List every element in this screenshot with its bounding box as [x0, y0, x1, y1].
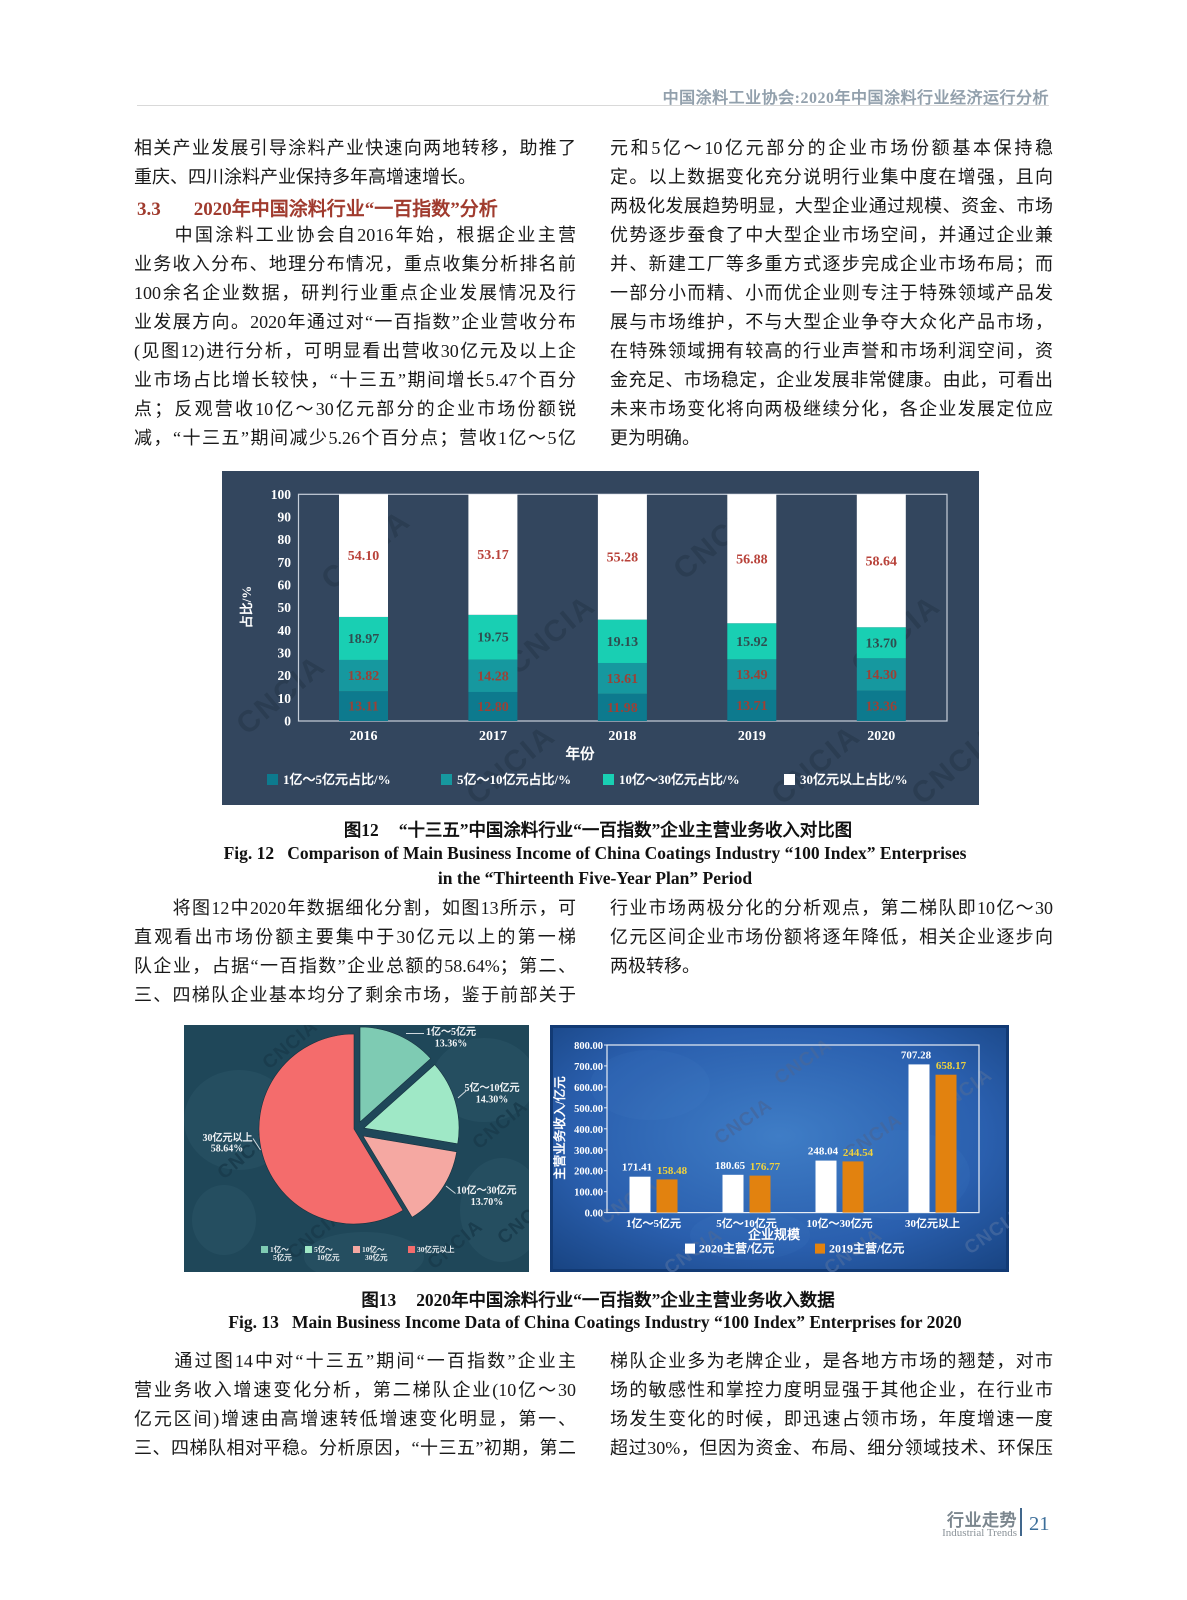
svg-text:2019主营/亿元: 2019主营/亿元 [829, 1241, 904, 1256]
svg-text:2020主营/亿元: 2020主营/亿元 [699, 1241, 774, 1256]
svg-text:10亿～30亿元: 10亿～30亿元 [807, 1216, 873, 1230]
svg-text:13.70%: 13.70% [471, 1197, 504, 1208]
svg-text:14.28: 14.28 [477, 669, 509, 684]
svg-text:10亿～30亿元: 10亿～30亿元 [457, 1184, 517, 1197]
svg-text:58.64%: 58.64% [211, 1144, 244, 1155]
svg-text:58.64: 58.64 [866, 554, 898, 569]
svg-text:13.71: 13.71 [736, 699, 768, 714]
svg-text:658.17: 658.17 [936, 1060, 967, 1072]
svg-text:40: 40 [278, 623, 292, 638]
svg-text:13.82: 13.82 [348, 669, 380, 684]
svg-text:30亿元以上: 30亿元以上 [905, 1216, 960, 1230]
svg-text:占比/%: 占比/% [239, 586, 254, 629]
svg-text:13.36%: 13.36% [435, 1039, 468, 1050]
svg-text:707.28: 707.28 [901, 1049, 932, 1061]
svg-text:13.11: 13.11 [348, 700, 379, 715]
svg-text:244.54: 244.54 [843, 1147, 874, 1159]
svg-text:500.00: 500.00 [574, 1104, 603, 1115]
svg-text:248.04: 248.04 [808, 1146, 839, 1158]
svg-text:30亿元: 30亿元 [365, 1252, 388, 1262]
svg-text:2019: 2019 [738, 729, 766, 744]
svg-text:5亿～: 5亿～ [314, 1244, 333, 1254]
svg-text:0.00: 0.00 [585, 1209, 603, 1220]
svg-text:12.80: 12.80 [477, 700, 509, 715]
svg-text:400.00: 400.00 [574, 1125, 603, 1136]
svg-text:10亿～: 10亿～ [362, 1244, 385, 1254]
svg-text:30亿元以上: 30亿元以上 [417, 1244, 455, 1254]
svg-text:800.00: 800.00 [574, 1041, 603, 1052]
svg-text:主营业务收入/亿元: 主营业务收入/亿元 [552, 1076, 567, 1180]
svg-text:55.28: 55.28 [607, 551, 639, 566]
svg-text:90: 90 [278, 510, 292, 525]
svg-text:0: 0 [284, 714, 291, 729]
svg-text:50: 50 [278, 600, 292, 615]
svg-text:158.48: 158.48 [657, 1165, 688, 1177]
svg-text:18.97: 18.97 [348, 632, 380, 647]
svg-text:60: 60 [278, 578, 292, 593]
svg-text:11.98: 11.98 [607, 701, 638, 716]
svg-text:56.88: 56.88 [736, 552, 768, 567]
svg-text:70: 70 [278, 555, 292, 570]
svg-text:176.77: 176.77 [750, 1161, 781, 1173]
svg-text:2020: 2020 [867, 729, 895, 744]
svg-text:5亿～10亿元: 5亿～10亿元 [716, 1216, 777, 1230]
svg-text:30: 30 [278, 646, 292, 661]
svg-text:1亿～: 1亿～ [270, 1244, 289, 1254]
svg-text:200.00: 200.00 [574, 1167, 603, 1178]
svg-text:20: 20 [278, 668, 292, 683]
svg-text:1亿～5亿元占比/%: 1亿～5亿元占比/% [283, 772, 391, 787]
svg-text:企业规模: 企业规模 [747, 1227, 801, 1242]
svg-text:300.00: 300.00 [574, 1146, 603, 1157]
svg-text:13.49: 13.49 [736, 668, 768, 683]
svg-text:30亿元以上占比/%: 30亿元以上占比/% [800, 772, 908, 787]
svg-text:5亿～10亿元占比/%: 5亿～10亿元占比/% [457, 772, 571, 787]
svg-text:1亿～5亿元: 1亿～5亿元 [626, 1216, 681, 1230]
svg-text:5亿～10亿元: 5亿～10亿元 [465, 1081, 520, 1094]
svg-text:10亿元: 10亿元 [317, 1252, 340, 1262]
svg-text:15.92: 15.92 [736, 635, 768, 650]
svg-text:600.00: 600.00 [574, 1083, 603, 1094]
svg-text:2016: 2016 [350, 729, 378, 744]
svg-text:1亿～5亿元: 1亿～5亿元 [426, 1025, 476, 1038]
svg-text:700.00: 700.00 [574, 1062, 603, 1073]
svg-text:10亿～30亿元占比/%: 10亿～30亿元占比/% [619, 772, 740, 787]
svg-text:171.41: 171.41 [622, 1162, 652, 1174]
svg-text:53.17: 53.17 [477, 548, 509, 563]
svg-text:13.70: 13.70 [866, 636, 898, 651]
svg-text:13.61: 13.61 [607, 672, 639, 687]
svg-text:5亿元: 5亿元 [273, 1252, 292, 1262]
svg-text:年份: 年份 [566, 745, 595, 763]
svg-text:54.10: 54.10 [348, 549, 380, 564]
svg-text:13.36: 13.36 [866, 699, 898, 714]
svg-text:180.65: 180.65 [715, 1160, 746, 1172]
svg-text:19.13: 19.13 [607, 635, 639, 650]
svg-text:14.30: 14.30 [866, 668, 898, 683]
svg-text:19.75: 19.75 [477, 631, 509, 646]
svg-text:80: 80 [278, 532, 292, 547]
svg-text:30亿元以上: 30亿元以上 [203, 1131, 253, 1144]
svg-text:2017: 2017 [479, 729, 507, 744]
svg-text:10: 10 [278, 691, 292, 706]
svg-text:100: 100 [271, 487, 292, 502]
svg-text:100.00: 100.00 [574, 1188, 603, 1199]
svg-text:2018: 2018 [608, 729, 636, 744]
svg-text:14.30%: 14.30% [476, 1095, 509, 1106]
